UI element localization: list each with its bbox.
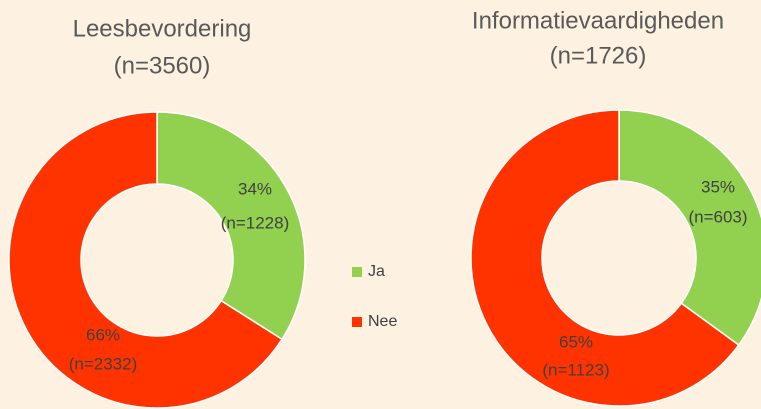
data-label: 66% (86, 325, 120, 344)
legend-swatch (352, 267, 362, 277)
donut-slice (8, 111, 283, 409)
chart-subtitle: (n=3560) (114, 52, 211, 79)
legend-swatch (352, 317, 362, 327)
chart-subtitle: (n=1726) (550, 42, 647, 69)
donut-slice (156, 111, 306, 341)
data-label: (n=2332) (69, 354, 138, 373)
data-label: (n=1228) (221, 213, 290, 232)
data-label: 34% (238, 179, 272, 198)
data-label: (n=1123) (542, 360, 609, 379)
chart-title: Informatievaardigheden (472, 7, 724, 34)
legend-label: Nee (368, 313, 397, 330)
data-label: 65% (559, 332, 593, 351)
legend-label: Ja (368, 263, 385, 280)
data-label: 35% (701, 177, 735, 196)
donut-slice (470, 109, 740, 407)
data-label: (n=603) (688, 207, 747, 226)
chart-title: Leesbevordering (73, 15, 252, 42)
donut-slice (618, 109, 761, 347)
